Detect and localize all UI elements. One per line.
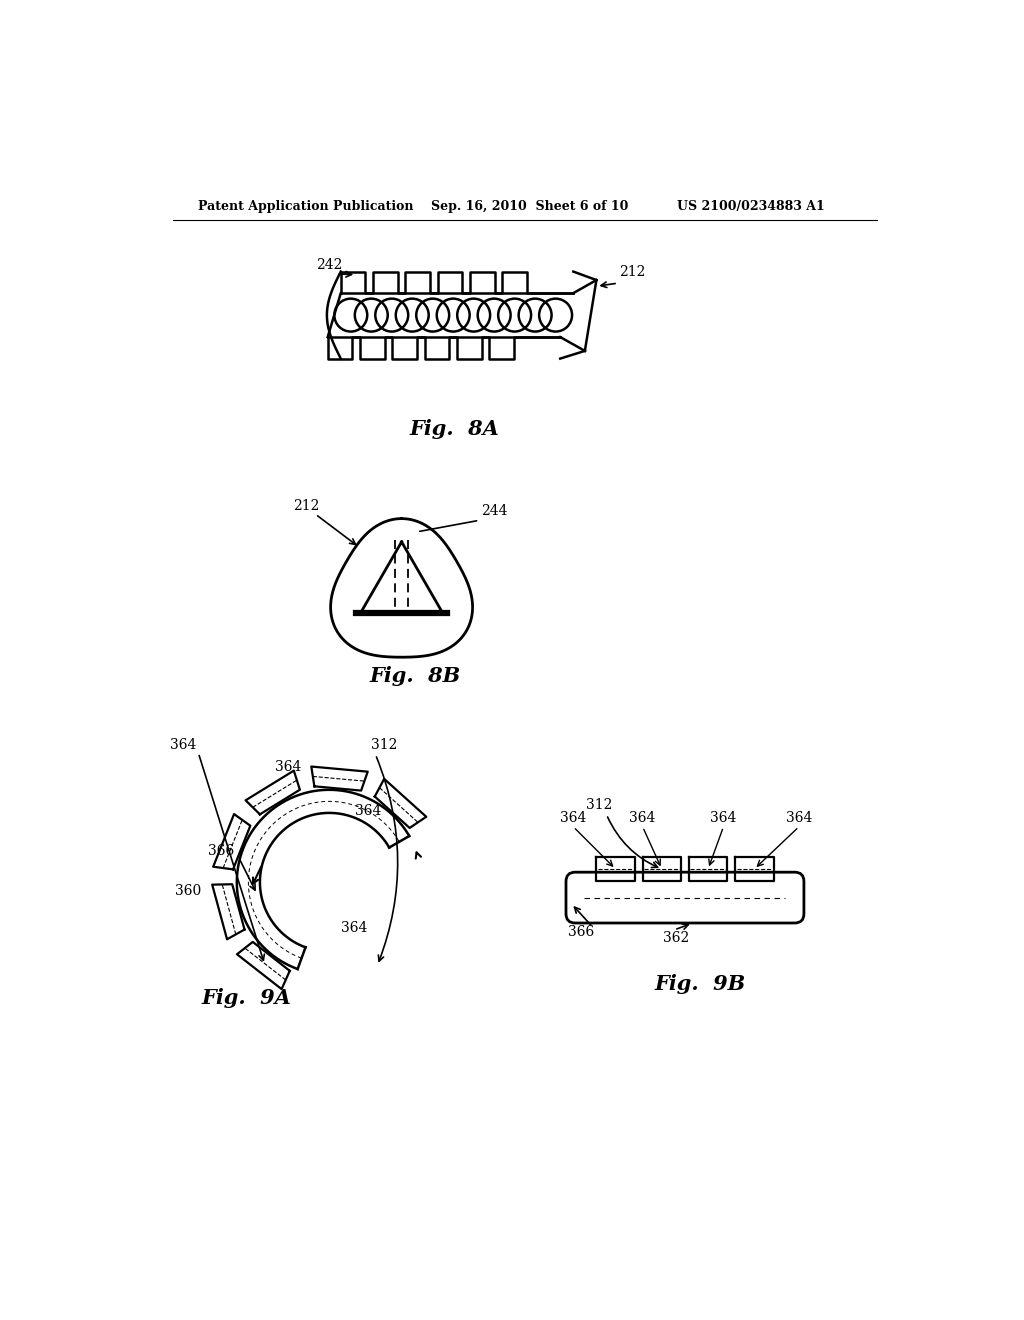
Text: 364: 364: [630, 810, 655, 825]
Text: 312: 312: [372, 738, 398, 752]
Text: 212: 212: [293, 499, 319, 513]
Text: Patent Application Publication: Patent Application Publication: [199, 199, 414, 213]
Text: 364: 364: [785, 810, 812, 825]
Text: 312: 312: [586, 799, 612, 812]
Text: 212: 212: [620, 265, 646, 280]
Text: 364: 364: [354, 804, 381, 818]
Text: 364: 364: [560, 810, 587, 825]
Text: 364: 364: [711, 810, 736, 825]
Text: 366: 366: [208, 845, 234, 858]
Text: 360: 360: [175, 884, 202, 899]
Text: Fig.  9A: Fig. 9A: [201, 987, 291, 1007]
Text: Fig.  8B: Fig. 8B: [370, 665, 461, 686]
Text: Fig.  8A: Fig. 8A: [409, 420, 499, 440]
Text: 364: 364: [275, 760, 302, 774]
Text: 366: 366: [568, 925, 594, 940]
Text: 362: 362: [663, 931, 689, 945]
Text: 364: 364: [341, 921, 367, 936]
Text: 364: 364: [170, 738, 197, 752]
Text: 244: 244: [481, 504, 508, 517]
Text: Fig.  9B: Fig. 9B: [654, 974, 746, 994]
Text: Sep. 16, 2010  Sheet 6 of 10: Sep. 16, 2010 Sheet 6 of 10: [431, 199, 629, 213]
Text: US 2100/0234883 A1: US 2100/0234883 A1: [677, 199, 825, 213]
Text: 242: 242: [316, 257, 342, 272]
